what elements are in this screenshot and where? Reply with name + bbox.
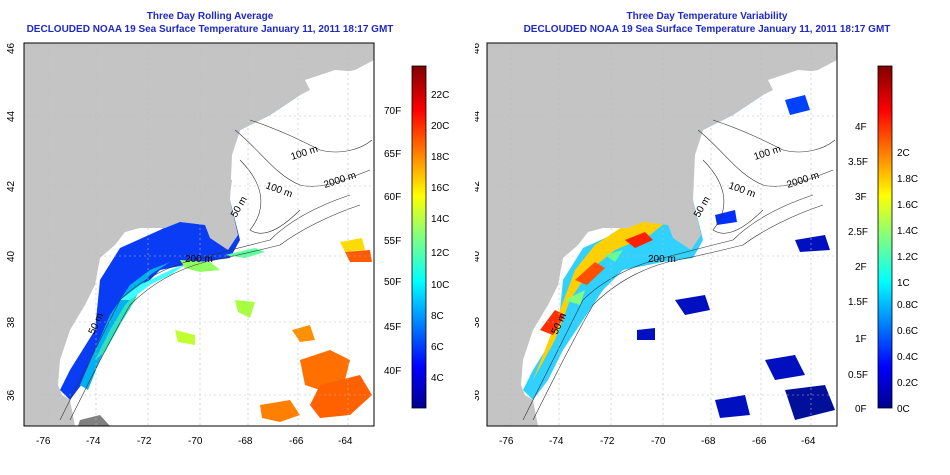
lon-tick: -72 (137, 436, 152, 447)
cb-c-tick: 1.8C (897, 174, 918, 185)
cb-c-tick: 0.8C (897, 300, 918, 311)
lon-tick: -64 (801, 436, 816, 447)
cb-c-tick: 8C (431, 311, 444, 322)
cb-c-tick: 1.4C (897, 226, 918, 237)
cb-c-tick: 4C (431, 373, 444, 384)
lon-tick: -76 (36, 436, 51, 447)
right-longitude-axis: -76 -74 -72 -70 -68 -66 -64 (499, 436, 816, 447)
lat-tick: 36 (475, 389, 482, 401)
cb-c-tick: 22C (431, 90, 449, 101)
right-panel: Three Day Temperature Variability DECLOU… (475, 0, 950, 475)
right-colorbar-celsius: 0C 0.2C 0.4C 0.6C 0.8C 1C 1.2C 1.4C 1.6C… (897, 148, 918, 415)
cb-f-tick: 40F (384, 366, 401, 377)
lat-tick: 38 (475, 316, 482, 328)
left-title: Three Day Rolling Average (146, 11, 274, 22)
lat-tick: 44 (475, 110, 482, 122)
cb-c-tick: 1.2C (897, 252, 918, 263)
cb-f-tick: 55F (384, 236, 401, 247)
lat-tick: 40 (475, 250, 482, 262)
cb-c-tick: 18C (431, 152, 449, 163)
lon-tick: -68 (701, 436, 716, 447)
lat-tick: 44 (6, 110, 17, 122)
cb-f-tick: 2.5F (848, 227, 868, 238)
cb-f-tick: 0F (855, 404, 867, 415)
lat-tick: 40 (6, 250, 17, 262)
cb-c-tick: 0.2C (897, 378, 918, 389)
lat-tick: 38 (6, 316, 17, 328)
cb-c-tick: 14C (431, 214, 449, 225)
cb-c-tick: 16C (431, 183, 449, 194)
cb-f-tick: 45F (384, 322, 401, 333)
lon-tick: -70 (188, 436, 203, 447)
lon-tick: -76 (499, 436, 514, 447)
lat-tick: 46 (6, 42, 17, 54)
right-colorbar-fahrenheit: 0F 0.5F 1F 1.5F 2F 2.5F 3F 3.5F 4F (848, 122, 868, 415)
lon-tick: -64 (338, 436, 353, 447)
right-variability-map: 100 m 2000 m 100 m 50 m 200 m 50 m -76 -… (475, 42, 918, 447)
cb-c-tick: 1.6C (897, 200, 918, 211)
cb-c-tick: 0.4C (897, 352, 918, 363)
cb-f-tick: 65F (384, 149, 401, 160)
right-latitude-axis: 36 38 40 42 44 46 (475, 42, 482, 401)
contour-label-200m: 200 m (185, 254, 213, 265)
cb-f-tick: 1.5F (848, 297, 868, 308)
cb-f-tick: 2F (855, 262, 867, 273)
cb-f-tick: 3F (855, 192, 867, 203)
right-colorbar (877, 65, 893, 409)
lat-tick: 46 (475, 42, 482, 54)
left-colorbar (411, 65, 427, 409)
lon-tick: -70 (651, 436, 666, 447)
left-panel: Three Day Rolling Average DECLOUDED NOAA… (6, 11, 449, 447)
cb-c-tick: 6C (431, 342, 444, 353)
cb-f-tick: 0.5F (848, 370, 868, 381)
cb-f-tick: 1F (855, 334, 867, 345)
lat-tick: 42 (6, 180, 17, 192)
left-colorbar-celsius: 4C 6C 8C 10C 12C 14C 16C 18C 20C 22C (431, 90, 449, 384)
left-subtitle: DECLOUDED NOAA 19 Sea Surface Temperatur… (26, 24, 394, 35)
cb-c-tick: 0C (897, 404, 910, 415)
lat-tick: 36 (6, 389, 17, 401)
lon-tick: -66 (289, 436, 304, 447)
left-colorbar-fahrenheit: 40F 45F 50F 55F 60F 65F 70F (384, 106, 401, 377)
cb-c-tick: 0.6C (897, 326, 918, 337)
cb-c-tick: 12C (431, 248, 449, 259)
lat-tick: 42 (475, 180, 482, 192)
lon-tick: -68 (238, 436, 253, 447)
cb-c-tick: 10C (431, 280, 449, 291)
left-latitude-axis: 36 38 40 42 44 46 (6, 42, 17, 401)
lon-tick: -66 (752, 436, 767, 447)
cb-c-tick: 20C (431, 121, 449, 132)
right-title: Three Day Temperature Variability (626, 11, 788, 22)
cb-c-tick: 2C (897, 148, 910, 159)
cb-f-tick: 3.5F (848, 157, 868, 168)
cb-f-tick: 4F (855, 122, 867, 133)
cb-f-tick: 50F (384, 277, 401, 288)
cb-c-tick: 1C (897, 278, 910, 289)
lon-tick: -74 (86, 436, 101, 447)
cb-f-tick: 60F (384, 192, 401, 203)
lon-tick: -72 (600, 436, 615, 447)
right-subtitle: DECLOUDED NOAA 19 Sea Surface Temperatur… (523, 24, 891, 35)
left-sst-map: 100 m 2000 m 100 m 50 m 200 m 50 m -76 -… (6, 42, 449, 447)
left-longitude-axis: -76 -74 -72 -70 -68 -66 -64 (36, 436, 353, 447)
lon-tick: -74 (549, 436, 564, 447)
contour-label-200m: 200 m (648, 254, 676, 265)
cb-f-tick: 70F (384, 106, 401, 117)
